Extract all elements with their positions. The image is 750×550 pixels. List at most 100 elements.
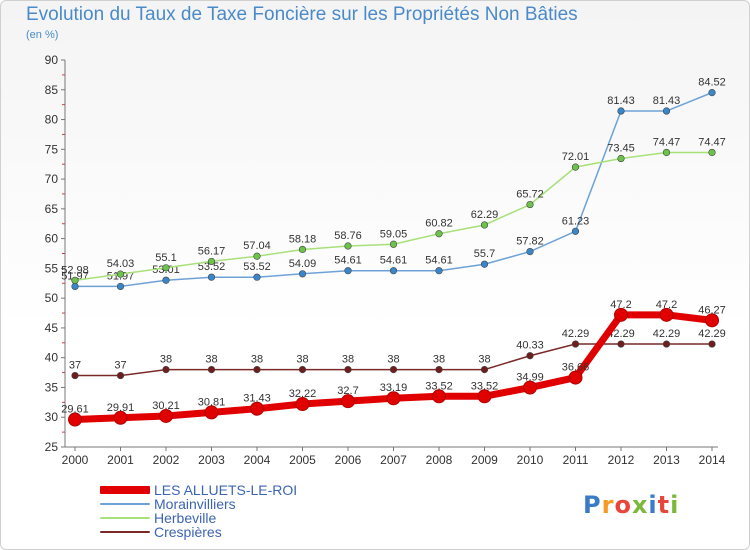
data-label-les-alluets-le-roi: 33.19	[380, 382, 408, 394]
data-label-les-alluets-le-roi: 34.99	[516, 372, 544, 384]
data-label-herbeville: 55.1	[155, 252, 176, 264]
point-les-alluets-le-roi	[159, 408, 173, 423]
point-herbeville	[708, 148, 716, 157]
x-tick-label: 2005	[289, 453, 316, 467]
point-morainvilliers	[344, 267, 352, 275]
point-crespieres	[526, 352, 534, 360]
x-tick-label: 2002	[153, 453, 180, 467]
data-label-herbeville: 58.18	[289, 233, 317, 245]
y-tick-label: 30	[45, 410, 59, 424]
data-label-herbeville: 74.47	[653, 136, 681, 148]
data-label-herbeville: 72.01	[562, 151, 590, 163]
data-label-morainvilliers: 81.43	[607, 95, 635, 107]
point-crespieres	[344, 366, 352, 374]
x-tick-label: 2001	[107, 453, 134, 467]
y-tick-label: 90	[45, 53, 59, 67]
data-label-morainvilliers: 57.82	[516, 236, 544, 248]
point-morainvilliers	[435, 267, 443, 275]
point-les-alluets-le-roi	[659, 307, 674, 322]
data-label-herbeville: 73.45	[607, 143, 635, 155]
data-label-crespieres: 38	[433, 354, 445, 366]
point-les-alluets-le-roi	[386, 391, 401, 406]
data-label-les-alluets-le-roi: 46.27	[698, 304, 726, 316]
point-crespieres	[71, 371, 79, 380]
point-morainvilliers	[480, 260, 489, 268]
point-les-alluets-le-roi	[523, 380, 537, 395]
data-label-herbeville: 74.47	[698, 136, 726, 148]
logo-letter: r	[601, 491, 615, 519]
data-label-morainvilliers: 53.52	[198, 261, 226, 273]
legend-swatch	[100, 503, 150, 505]
point-morainvilliers	[617, 107, 625, 115]
y-tick-label: 45	[45, 321, 59, 335]
x-tick-label: 2007	[380, 453, 407, 467]
point-crespieres	[617, 340, 625, 348]
data-label-les-alluets-le-roi: 47.2	[656, 299, 677, 311]
data-label-les-alluets-le-roi: 31.43	[243, 393, 271, 405]
data-label-morainvilliers: 54.61	[380, 255, 408, 267]
y-tick-label: 55	[45, 261, 59, 275]
data-label-morainvilliers: 81.43	[653, 95, 681, 107]
data-label-crespieres: 38	[205, 354, 217, 366]
data-label-herbeville: 57.04	[243, 240, 271, 252]
point-herbeville	[344, 242, 352, 250]
point-herbeville	[526, 200, 534, 209]
data-label-les-alluets-le-roi: 30.21	[152, 400, 180, 412]
x-tick-label: 2013	[653, 453, 680, 467]
y-tick-label: 85	[45, 83, 59, 97]
point-herbeville	[71, 276, 79, 285]
y-tick-label: 70	[45, 172, 59, 186]
point-crespieres	[435, 366, 443, 374]
data-label-crespieres: 42.29	[607, 328, 635, 340]
data-label-morainvilliers: 55.7	[474, 248, 495, 260]
point-herbeville	[162, 264, 170, 272]
data-label-les-alluets-le-roi: 36.66	[562, 362, 590, 374]
logo-letter: o	[614, 491, 632, 519]
point-morainvilliers	[253, 273, 261, 281]
point-les-alluets-le-roi	[341, 394, 355, 409]
point-les-alluets-le-roi	[614, 307, 628, 322]
legend-swatch	[100, 531, 150, 533]
data-label-morainvilliers: 84.52	[698, 77, 726, 89]
point-crespieres	[207, 366, 216, 374]
data-label-herbeville: 56.17	[198, 245, 226, 257]
point-crespieres	[116, 371, 125, 380]
data-label-herbeville: 60.82	[425, 218, 453, 230]
x-tick-label: 2010	[517, 453, 544, 467]
y-tick-label: 80	[45, 113, 59, 127]
data-label-crespieres: 38	[251, 354, 263, 366]
point-crespieres	[662, 340, 671, 348]
point-crespieres	[708, 340, 716, 348]
data-label-crespieres: 38	[387, 354, 399, 366]
y-tick-label: 60	[45, 232, 59, 246]
y-tick-label: 35	[45, 380, 59, 394]
data-label-morainvilliers: 61.23	[562, 215, 590, 227]
data-label-herbeville: 62.29	[471, 209, 499, 221]
point-herbeville	[207, 257, 216, 266]
point-morainvilliers	[116, 282, 125, 291]
chart-title: Evolution du Taux de Taxe Foncière sur l…	[26, 4, 578, 25]
legend-label: Morainvilliers	[154, 496, 236, 512]
data-label-les-alluets-le-roi: 29.91	[107, 402, 135, 414]
point-morainvilliers	[526, 247, 534, 256]
legend-label: Herbeville	[154, 510, 217, 526]
legend-swatch	[100, 486, 150, 494]
data-label-les-alluets-le-roi: 29.61	[61, 404, 89, 416]
point-morainvilliers	[162, 276, 170, 284]
x-tick-label: 2000	[62, 453, 89, 467]
point-herbeville	[389, 240, 398, 248]
proxiti-logo: Proxiti	[583, 491, 679, 519]
y-tick-label: 40	[45, 351, 59, 365]
y-tick-label: 50	[45, 291, 59, 305]
data-label-les-alluets-le-roi: 32.22	[289, 388, 317, 400]
point-herbeville	[253, 252, 261, 260]
data-label-morainvilliers: 54.61	[425, 255, 453, 267]
point-crespieres	[253, 366, 261, 374]
point-les-alluets-le-roi	[250, 401, 264, 416]
legend-label: Crespières	[154, 524, 222, 540]
point-herbeville	[662, 148, 671, 157]
data-label-crespieres: 38	[296, 354, 308, 366]
point-les-alluets-le-roi	[705, 313, 719, 328]
point-les-alluets-le-roi	[295, 397, 310, 412]
